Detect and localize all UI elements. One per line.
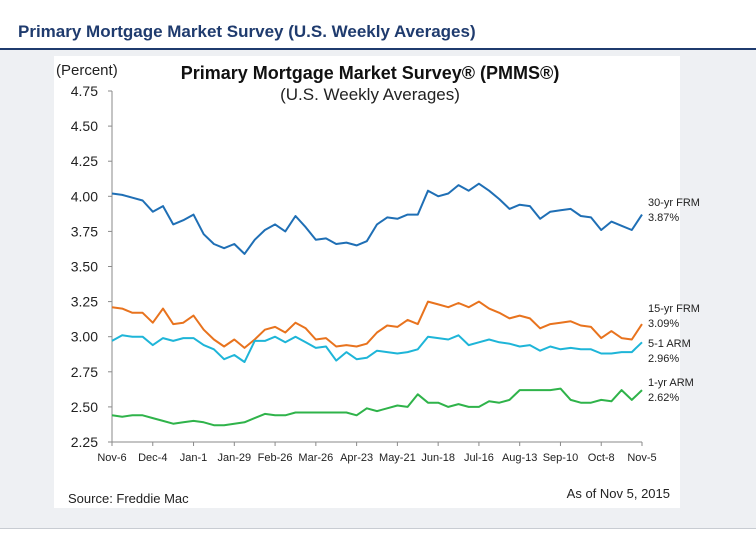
page-title: Primary Mortgage Market Survey (U.S. Wee…	[18, 22, 476, 41]
y-tick-label: 2.25	[71, 434, 98, 450]
y-tick-label: 3.50	[71, 259, 98, 275]
y-tick-label: 2.75	[71, 364, 98, 380]
x-tick-label: Jun-18	[421, 452, 455, 464]
chart-lines	[111, 182, 643, 427]
series-name-label: 15-yr FRM	[648, 303, 700, 315]
x-tick-label: Aug-13	[502, 452, 537, 464]
x-tick-label: Oct-8	[588, 452, 615, 464]
x-tick-label: Jan-1	[180, 452, 208, 464]
series-line-2	[111, 334, 643, 363]
x-tick-label: Sep-10	[543, 452, 578, 464]
series-line-0	[111, 182, 643, 255]
x-tick-label: Feb-26	[258, 452, 293, 464]
x-tick-label: Dec-4	[138, 452, 167, 464]
series-line-1	[111, 300, 643, 349]
x-tick-label: Nov-6	[97, 452, 126, 464]
x-tick-label: Apr-23	[340, 452, 373, 464]
x-tick-label: Jan-29	[217, 452, 251, 464]
series-value-label: 2.96%	[648, 353, 679, 365]
x-tick-label: Nov-5	[627, 452, 656, 464]
page-header: Primary Mortgage Market Survey (U.S. Wee…	[0, 0, 756, 50]
y-tick-label: 4.75	[71, 83, 98, 99]
y-tick-label: 4.00	[71, 188, 98, 204]
x-tick-label: May-21	[379, 452, 416, 464]
series-name-label: 30-yr FRM	[648, 197, 700, 209]
series-value-label: 3.09%	[648, 318, 679, 330]
chart-source: Source: Freddie Mac	[68, 491, 189, 506]
chart-card	[54, 56, 680, 508]
chart-subtitle: (U.S. Weekly Averages)	[280, 85, 460, 104]
y-tick-label: 3.25	[71, 294, 98, 310]
chart-ylabel: (Percent)	[56, 62, 118, 79]
series-name-label: 1-yr ARM	[648, 377, 694, 389]
x-tick-label: Mar-26	[298, 452, 333, 464]
y-tick-label: 3.00	[71, 329, 98, 345]
y-tick-label: 3.75	[71, 223, 98, 239]
series-name-label: 5-1 ARM	[648, 338, 691, 350]
series-line-3	[111, 387, 643, 427]
y-tick-label: 2.50	[71, 399, 98, 415]
series-value-label: 3.87%	[648, 212, 679, 224]
chart-asof: As of Nov 5, 2015	[567, 486, 670, 501]
y-tick-label: 4.50	[71, 118, 98, 134]
y-tick-label: 4.25	[71, 153, 98, 169]
chart-title: Primary Mortgage Market Survey® (PMMS®)	[181, 63, 560, 83]
chart-axes: 4.75 4.50 4.25 4.00 3.75 3.50 3.25 3.00 2.75 2.50…	[71, 83, 657, 464]
x-tick-label: Jul-16	[464, 452, 494, 464]
bottom-rule	[0, 528, 756, 529]
series-value-label: 2.62%	[648, 392, 679, 404]
series-labels: 30-yr FRM 3.87% 15-yr FRM 3.09% 5-1 ARM 2.96%…	[648, 197, 700, 404]
